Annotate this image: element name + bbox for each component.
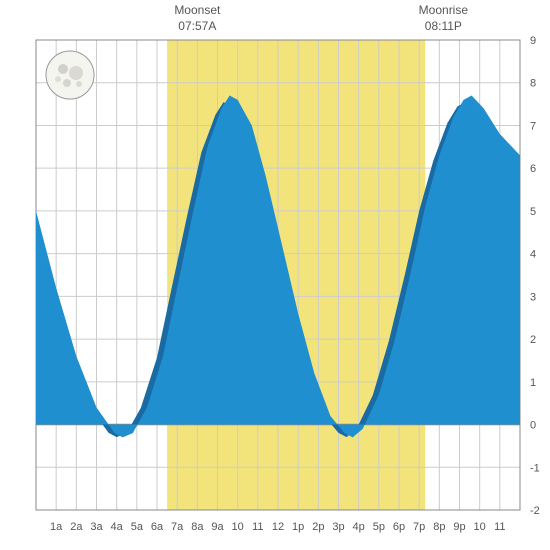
svg-text:3: 3 [530, 291, 536, 303]
svg-text:5p: 5p [373, 521, 385, 533]
svg-text:9: 9 [530, 35, 536, 47]
header-label: Moonset [174, 3, 221, 17]
svg-text:4: 4 [530, 249, 536, 261]
svg-text:6a: 6a [151, 521, 164, 533]
svg-text:3p: 3p [332, 521, 344, 533]
svg-text:12: 12 [272, 521, 284, 533]
svg-text:4p: 4p [353, 521, 365, 533]
svg-text:10: 10 [474, 521, 486, 533]
svg-text:7a: 7a [171, 521, 184, 533]
svg-text:6: 6 [530, 163, 536, 175]
svg-text:8p: 8p [433, 521, 445, 533]
svg-text:5: 5 [530, 206, 536, 218]
svg-text:4a: 4a [111, 521, 124, 533]
header-time: 07:57A [178, 19, 216, 33]
svg-text:9p: 9p [453, 521, 465, 533]
svg-text:5a: 5a [131, 521, 144, 533]
svg-text:8: 8 [530, 78, 536, 90]
svg-text:-1: -1 [530, 462, 540, 474]
svg-text:7p: 7p [413, 521, 425, 533]
chart-svg: -2-101234567891a2a3a4a5a6a7a8a9a1011121p… [0, 0, 550, 550]
svg-text:10: 10 [232, 521, 244, 533]
svg-text:-2: -2 [530, 505, 540, 517]
svg-text:6p: 6p [393, 521, 405, 533]
svg-text:7: 7 [530, 120, 536, 132]
svg-text:1p: 1p [292, 521, 304, 533]
svg-text:11: 11 [494, 521, 505, 533]
svg-text:2: 2 [530, 334, 536, 346]
header-label: Moonrise [419, 3, 469, 17]
tide-chart: -2-101234567891a2a3a4a5a6a7a8a9a1011121p… [0, 0, 550, 550]
x-axis-labels: 1a 2a 3a 4a 5a 6a 7a 8a 9a 10 11 12 1p 2p 3p 4p 5p 6p 7p 8p… [50, 521, 506, 533]
moon-icon [46, 51, 94, 99]
svg-text:1a: 1a [50, 521, 63, 533]
svg-text:1: 1 [530, 377, 536, 389]
svg-text:2p: 2p [312, 521, 324, 533]
header-time: 08:11P [425, 19, 462, 33]
svg-text:11: 11 [252, 521, 263, 533]
svg-text:2a: 2a [70, 521, 83, 533]
svg-text:9a: 9a [211, 521, 224, 533]
svg-text:3a: 3a [90, 521, 103, 533]
svg-text:0: 0 [530, 420, 536, 432]
svg-text:8a: 8a [191, 521, 204, 533]
